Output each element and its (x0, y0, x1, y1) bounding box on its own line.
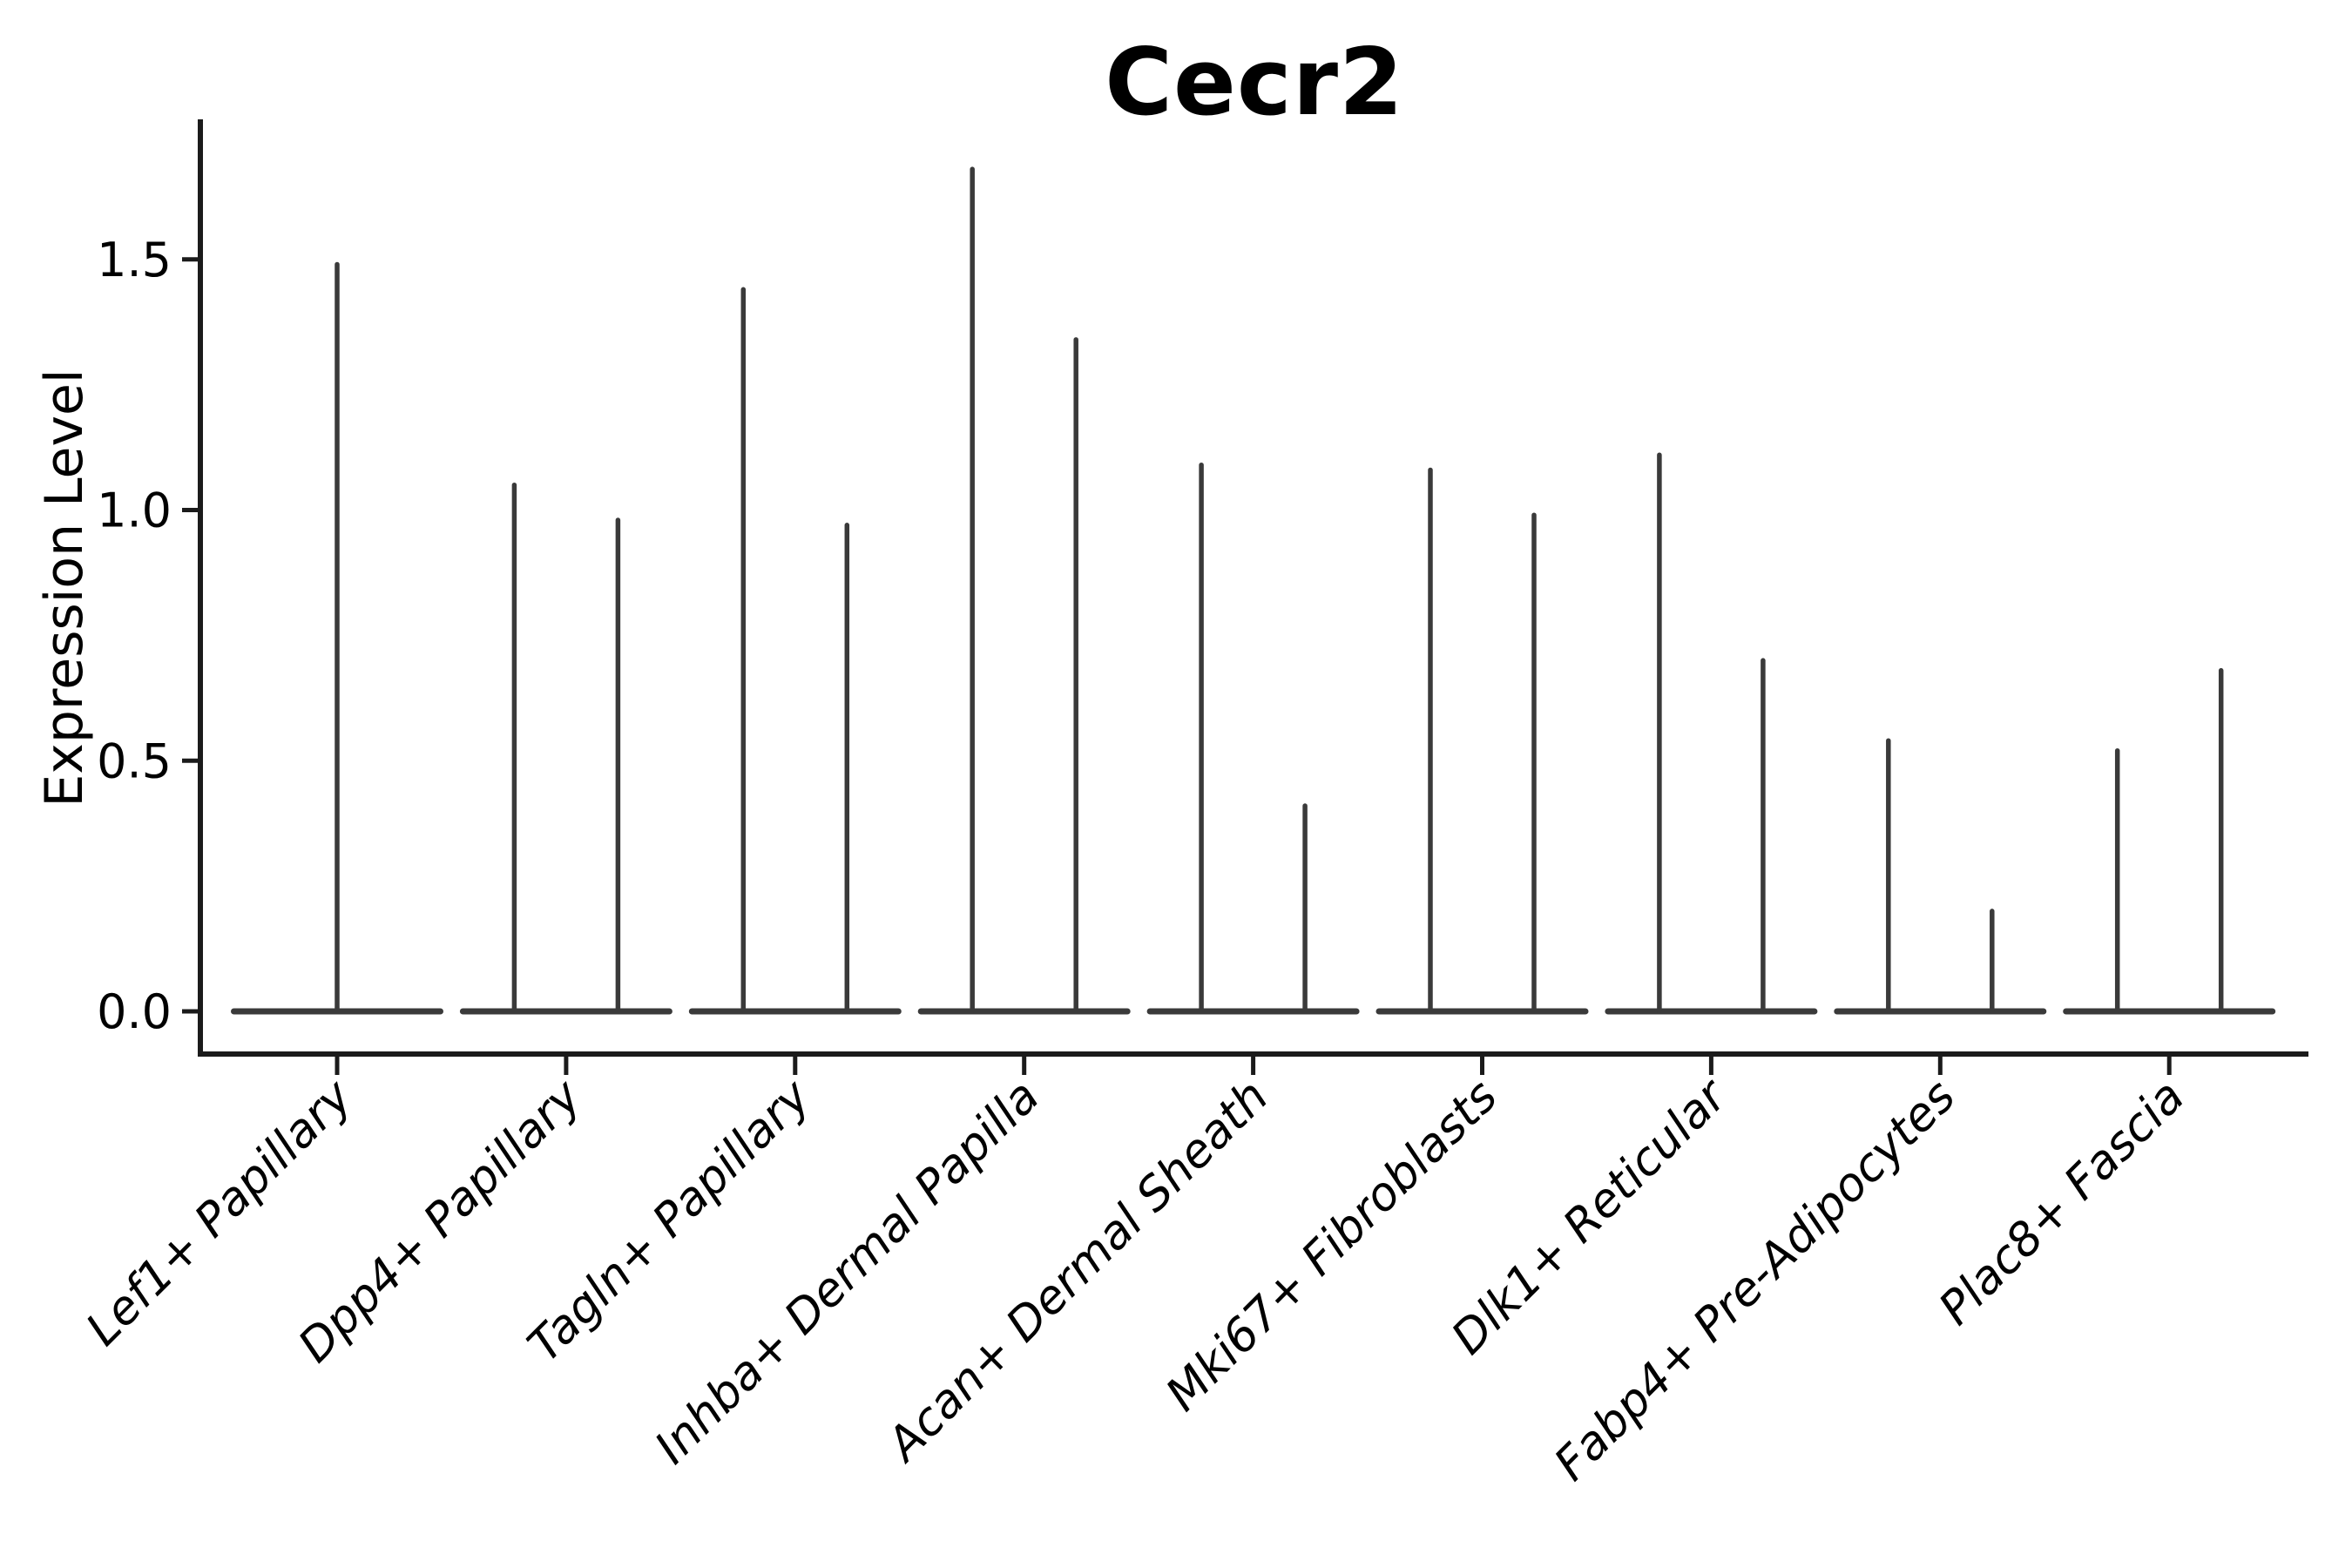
violin-body (1834, 1008, 2047, 1015)
violin-body (1146, 1008, 1360, 1015)
violin-body (459, 1008, 672, 1015)
violin-body (917, 1008, 1131, 1015)
x-tick-label: Inhba+ Dermal Papilla (645, 1070, 1049, 1474)
x-tick-label: Fabp4+ Pre-Adipocytes (1544, 1070, 1966, 1491)
y-tick-label: 0.0 (97, 984, 172, 1039)
violin-body (1375, 1008, 1589, 1015)
y-tick-label: 0.5 (97, 733, 172, 788)
violin-body (1605, 1008, 1818, 1015)
chart-title: Cecr2 (1105, 29, 1404, 136)
x-tick-label: Acan+ Dermal Sheath (875, 1070, 1279, 1473)
x-tick-label: Plac8+ Fascia (1929, 1070, 2194, 1335)
violin-body (2063, 1008, 2276, 1015)
y-tick-label: 1.0 (97, 483, 172, 538)
y-tick-label: 1.5 (97, 233, 172, 287)
violin-body (688, 1008, 902, 1015)
